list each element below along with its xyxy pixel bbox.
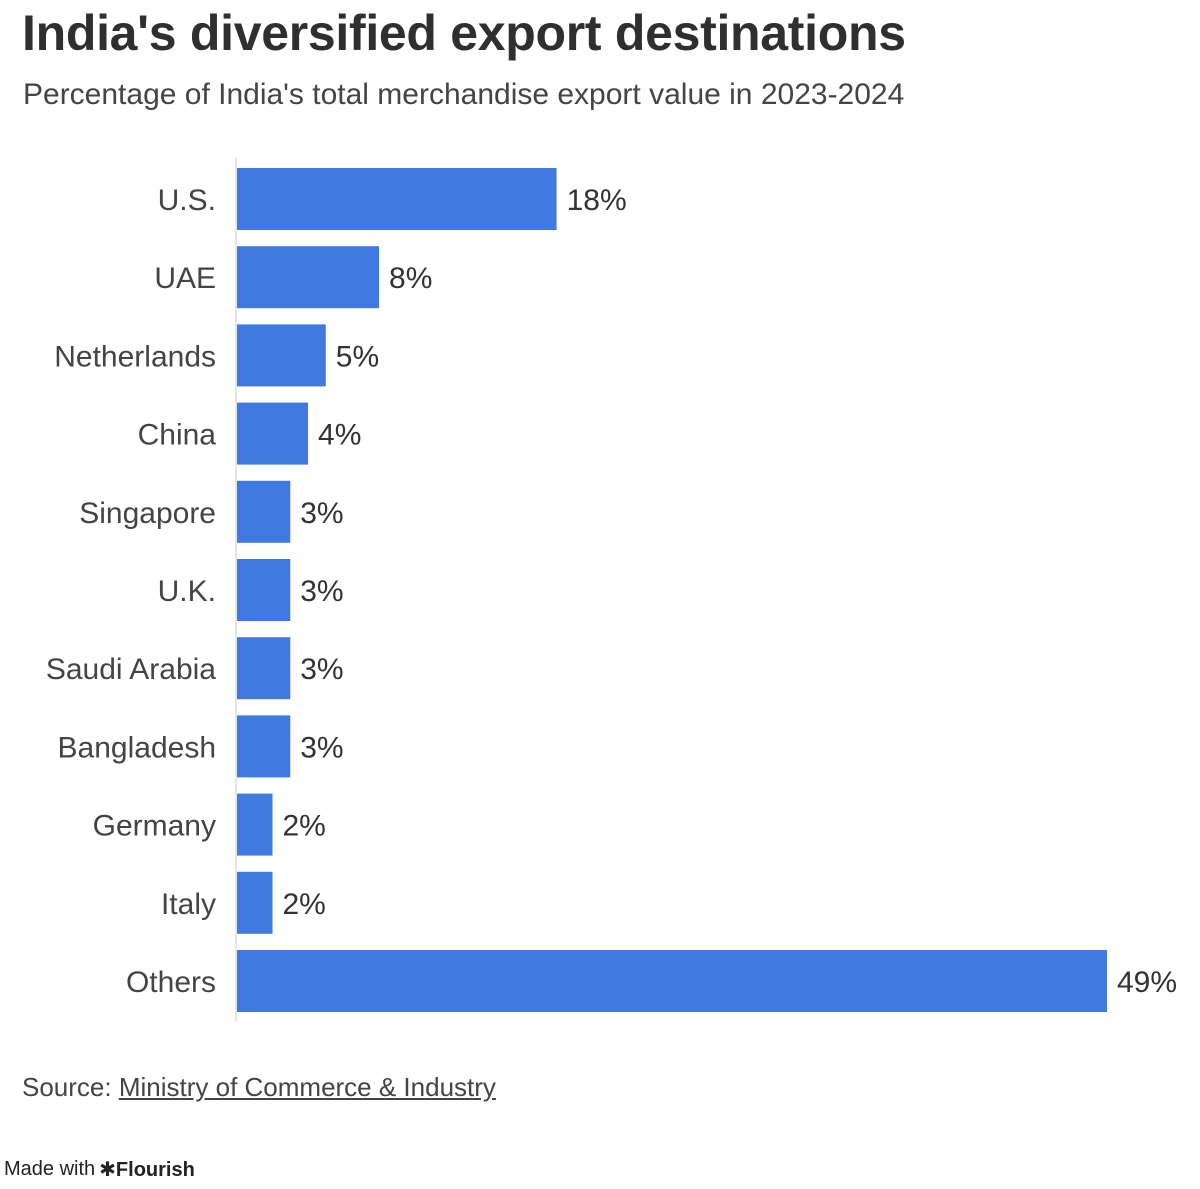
bar-netherlands[interactable] — [237, 324, 326, 387]
category-label: Germany — [93, 810, 216, 843]
bar-germany[interactable] — [237, 793, 273, 856]
credit-prefix: Made with — [4, 1158, 96, 1180]
flourish-brand: Flourish — [115, 1159, 195, 1181]
bar-u-k[interactable] — [237, 559, 291, 621]
category-label: U.S. — [158, 184, 216, 217]
chart-title: India's diversified export destinations — [22, 5, 906, 61]
category-label: Bangladesh — [58, 731, 216, 764]
bar-china[interactable] — [237, 402, 309, 465]
source-note: Source: Ministry of Commerce & Industry — [22, 1072, 496, 1103]
bar-others[interactable] — [237, 950, 1107, 1012]
value-label: 49% — [1117, 966, 1177, 999]
bars-group: U.S. 18% UAE 8% Netherlands 5% China 4% Singapor… — [46, 168, 1177, 1012]
category-label: Singapore — [79, 497, 216, 530]
category-label: Netherlands — [54, 340, 216, 373]
value-label: 8% — [389, 262, 432, 295]
source-link[interactable]: Ministry of Commerce & Industry — [118, 1072, 496, 1102]
category-label: Saudi Arabia — [46, 653, 216, 686]
bar-saudi-arabia[interactable] — [237, 637, 291, 700]
bar-italy[interactable] — [237, 871, 273, 934]
value-label: 3% — [300, 497, 343, 530]
category-label: U.K. — [158, 575, 216, 608]
value-label: 2% — [283, 810, 326, 843]
value-label: 5% — [336, 340, 379, 373]
value-label: 3% — [300, 731, 343, 764]
flourish-credit[interactable]: Made with ✱Flourish — [4, 1157, 195, 1182]
value-label: 3% — [300, 575, 343, 608]
flourish-logo: ✱Flourish — [99, 1157, 195, 1182]
source-prefix: Source: — [22, 1072, 119, 1102]
bar-uae[interactable] — [237, 246, 380, 309]
value-label: 18% — [567, 184, 627, 217]
value-label: 3% — [300, 653, 343, 686]
value-label: 4% — [318, 419, 361, 452]
bar-u-s[interactable] — [237, 168, 557, 230]
flourish-star-icon: ✱ — [99, 1159, 116, 1181]
category-label: Italy — [161, 888, 216, 921]
bar-bangladesh[interactable] — [237, 715, 291, 778]
value-label: 2% — [283, 888, 326, 921]
chart-subtitle: Percentage of India's total merchandise … — [23, 78, 905, 111]
category-label: Others — [126, 966, 216, 999]
bar-chart: U.S. 18% UAE 8% Netherlands 5% China 4% Singapor… — [46, 158, 1177, 1022]
category-label: UAE — [154, 262, 216, 295]
category-label: China — [138, 419, 217, 452]
bar-singapore[interactable] — [237, 480, 291, 543]
